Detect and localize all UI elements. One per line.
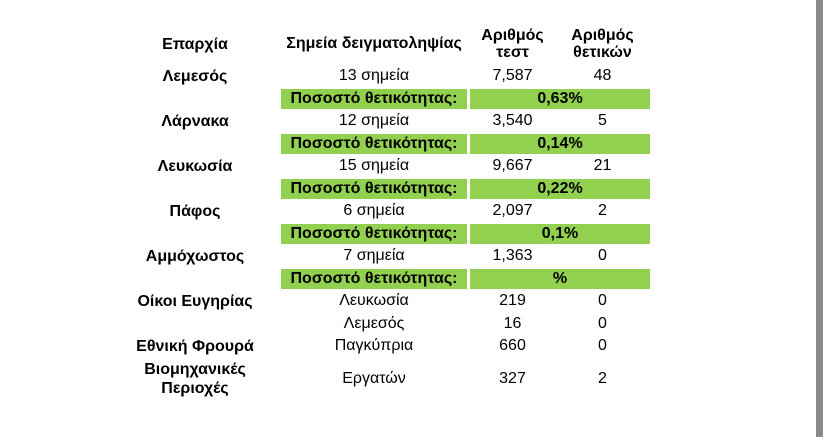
province-cell: Αμμόχωστος bbox=[145, 247, 245, 265]
positivity-row: Ποσοστό θετικότητας: 0,14% bbox=[122, 133, 650, 156]
tests-cell: 16 bbox=[503, 314, 522, 332]
sampling-points-cell: 6 σημεία bbox=[343, 202, 405, 220]
positivity-row: Ποσοστό θετικότητας: 0,63% bbox=[122, 88, 650, 111]
positivity-value: 0,14% bbox=[470, 133, 650, 154]
positivity-value: 0,1% bbox=[470, 223, 650, 244]
sampling-points-cell: 15 σημεία bbox=[338, 157, 410, 175]
province-cell: Λευκωσία bbox=[157, 157, 233, 175]
table-header-row: Επαρχία Σημεία δειγματοληψίας Αριθμός τε… bbox=[122, 24, 650, 64]
sampling-points-cell: Εργατών bbox=[342, 369, 406, 387]
tests-cell: 660 bbox=[499, 337, 526, 355]
positivity-label: Ποσοστό θετικότητας: bbox=[281, 178, 467, 199]
province-cell: Οίκοι Ευγηρίας bbox=[137, 292, 253, 310]
sampling-points-cell: Παγκύπρια bbox=[334, 337, 414, 355]
scrollbar-thumb[interactable] bbox=[816, 0, 823, 437]
province-cell: Λεμεσός bbox=[162, 67, 228, 85]
header-tests-line2: τεστ bbox=[496, 44, 529, 61]
sampling-points-cell: 13 σημεία bbox=[338, 67, 410, 85]
header-tests-lines: Αριθμός τεστ bbox=[470, 27, 555, 61]
positivity-row: Ποσοστό θετικότητας: 0,1% bbox=[122, 223, 650, 246]
positivity-label: Ποσοστό θετικότητας: bbox=[281, 223, 467, 244]
tests-cell: 3,540 bbox=[492, 112, 533, 130]
table-row-limassol: Λεμεσός 13 σημεία 7,587 48 bbox=[122, 65, 650, 88]
header-tests: Αριθμός τεστ bbox=[470, 27, 555, 61]
positives-cell: 0 bbox=[598, 292, 607, 310]
header-tests-line1: Αριθμός bbox=[481, 27, 544, 44]
positives-cell: 0 bbox=[598, 247, 607, 265]
tests-cell: 2,097 bbox=[492, 202, 533, 220]
positivity-label: Ποσοστό θετικότητας: bbox=[281, 133, 467, 154]
province-cell: Λάρνακα bbox=[161, 112, 229, 130]
sampling-points-cell: Λεμεσός bbox=[343, 314, 405, 332]
header-province: Επαρχία bbox=[162, 35, 228, 53]
province-cell: Βιομηχανικές Περιοχές bbox=[144, 360, 246, 397]
table-row-elderly-homes: Οίκοι Ευγηρίας Λευκωσία 219 0 bbox=[122, 290, 650, 313]
tests-cell: 9,667 bbox=[492, 157, 533, 175]
testing-table: Επαρχία Σημεία δειγματοληψίας Αριθμός τε… bbox=[122, 24, 650, 400]
positivity-row: Ποσοστό θετικότητας: % bbox=[122, 268, 650, 291]
positives-cell: 0 bbox=[598, 337, 607, 355]
tests-cell: 327 bbox=[499, 369, 526, 387]
positivity-value: 0,22% bbox=[470, 178, 650, 199]
header-positives-line1: Αριθμός bbox=[571, 27, 634, 44]
header-positives-lines: Αριθμός θετικών bbox=[555, 27, 650, 61]
positivity-value: 0,63% bbox=[470, 88, 650, 109]
header-positives: Αριθμός θετικών bbox=[555, 27, 650, 61]
table-row-paphos: Πάφος 6 σημεία 2,097 2 bbox=[122, 200, 650, 223]
positivity-row: Ποσοστό θετικότητας: 0,22% bbox=[122, 178, 650, 201]
table-row-elderly-homes-2: Λεμεσός 16 0 bbox=[122, 313, 650, 336]
province-cell: Πάφος bbox=[169, 202, 221, 220]
table-row-nicosia: Λευκωσία 15 σημεία 9,667 21 bbox=[122, 155, 650, 178]
positives-cell: 5 bbox=[598, 112, 607, 130]
positivity-label: Ποσοστό θετικότητας: bbox=[281, 268, 467, 289]
header-positives-line2: θετικών bbox=[573, 44, 632, 61]
table-row-industrial-areas: Βιομηχανικές Περιοχές Εργατών 327 2 bbox=[122, 358, 650, 400]
positives-cell: 48 bbox=[593, 67, 612, 85]
province-cell: Εθνική Φρουρά bbox=[136, 337, 254, 355]
table-row-larnaca: Λάρνακα 12 σημεία 3,540 5 bbox=[122, 110, 650, 133]
table-row-famagusta: Αμμόχωστος 7 σημεία 1,363 0 bbox=[122, 245, 650, 268]
table-row-national-guard: Εθνική Φρουρά Παγκύπρια 660 0 bbox=[122, 335, 650, 358]
positivity-value: % bbox=[470, 268, 650, 289]
tests-cell: 7,587 bbox=[492, 67, 533, 85]
positivity-label: Ποσοστό θετικότητας: bbox=[281, 88, 467, 109]
positives-cell: 2 bbox=[598, 369, 607, 387]
tests-cell: 219 bbox=[499, 292, 526, 310]
sampling-points-cell: Λευκωσία bbox=[339, 292, 409, 310]
positives-cell: 0 bbox=[598, 314, 607, 332]
positives-cell: 2 bbox=[598, 202, 607, 220]
sampling-points-cell: 7 σημεία bbox=[343, 247, 405, 265]
header-sampling-points: Σημεία δειγματοληψίας bbox=[286, 35, 462, 52]
tests-cell: 1,363 bbox=[492, 247, 533, 265]
sampling-points-cell: 12 σημεία bbox=[338, 112, 410, 130]
positives-cell: 21 bbox=[593, 157, 612, 175]
